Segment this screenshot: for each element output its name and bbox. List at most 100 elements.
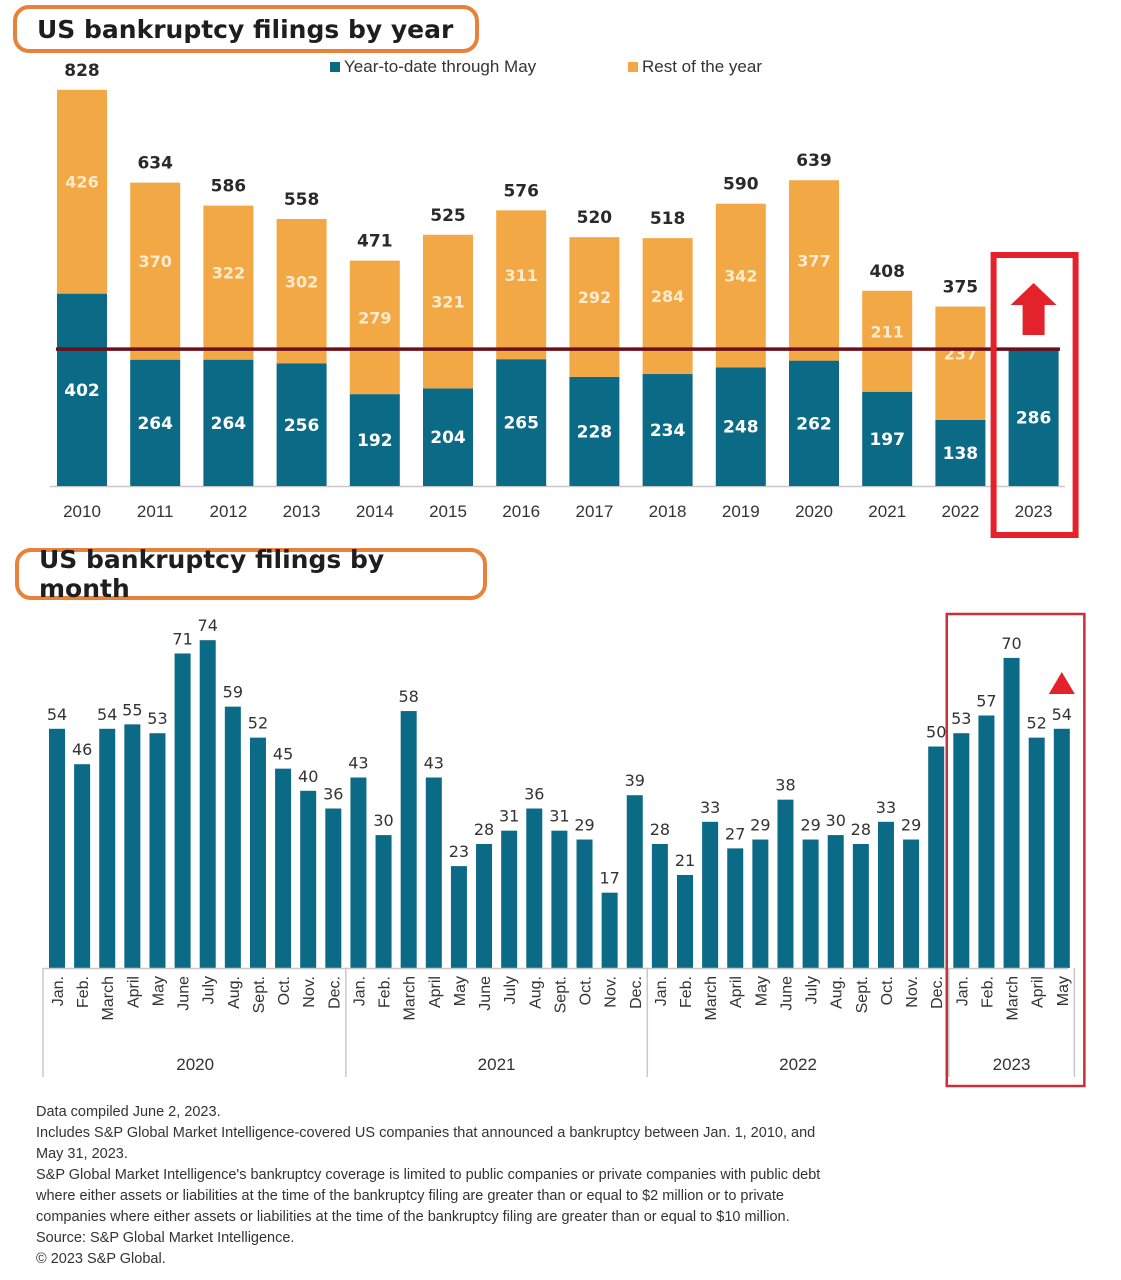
bar-2021-Jan: [350, 777, 367, 968]
bar-label-2020-July: 74: [198, 616, 218, 635]
x-tick-label-2020: 2020: [795, 502, 833, 521]
bar-label-2020-Sept: 52: [248, 714, 268, 733]
bar-label-2023-Feb: 57: [976, 691, 996, 710]
x-tick-label-2022: 2022: [941, 502, 979, 521]
x-tick-label-2020-Sept: Sept.: [251, 976, 268, 1013]
bar-label-ytd-2018: 234: [650, 421, 686, 441]
bar-label-2020-Jan: 54: [47, 705, 67, 724]
bar-ytd-2013: [276, 363, 327, 486]
bar-label-total-2012: 586: [211, 177, 247, 197]
bar-rest-2010: [57, 89, 107, 294]
x-tick-label-2020-July: July: [201, 976, 218, 1004]
bar-label-rest-2013: 302: [285, 272, 318, 291]
bar-rest-2016: [496, 210, 547, 360]
bar-rest-2020: [789, 180, 839, 361]
bar-label-2021-Oct: 29: [574, 816, 594, 835]
footnote-line: Includes S&P Global Market Intelligence-…: [36, 1125, 816, 1141]
bar-label-rest-2017: 292: [578, 288, 611, 307]
legend-swatch-rest: [628, 62, 638, 72]
bar-2021-Oct: [576, 839, 593, 968]
bar-rest-2015: [423, 234, 473, 389]
bar-label-ytd-2015: 204: [430, 428, 466, 448]
x-tick-label-2020-Oct: Oct.: [276, 976, 293, 1005]
bar-2022-April: [727, 848, 744, 968]
bar-label-total-2015: 525: [430, 206, 466, 226]
x-tick-label-2013: 2013: [283, 502, 321, 521]
bar-label-2020-June: 71: [172, 629, 192, 648]
bar-2021-Sept: [551, 830, 568, 968]
legend-swatch-ytd: [330, 62, 340, 72]
highlight-box-2023: [945, 612, 1086, 1088]
bar-2020-July: [199, 640, 216, 968]
monthly-chart-title-text: US bankruptcy filings by month: [39, 545, 385, 603]
bar-2020-Aug: [224, 706, 241, 968]
yearly-chart-title-text: US bankruptcy filings by year: [37, 14, 454, 44]
x-tick-label-2021: 2021: [868, 502, 906, 521]
bar-label-2022-May: 29: [750, 816, 770, 835]
bar-2021-Dec: [626, 795, 643, 968]
bar-label-ytd-2019: 248: [723, 418, 759, 438]
bar-2020-April: [124, 724, 141, 968]
bar-2020-Oct: [275, 768, 292, 968]
bar-2022-May: [752, 839, 769, 968]
bar-2022-Feb: [677, 874, 693, 968]
bar-label-2022-April: 27: [725, 824, 745, 843]
x-tick-label-2018: 2018: [649, 502, 687, 521]
bar-label-2021-May: 23: [449, 842, 469, 861]
legend-item-ytd: Year-to-date through May: [330, 57, 536, 77]
bar-rest-2019: [715, 203, 766, 368]
bar-label-ytd-2011: 264: [137, 414, 173, 434]
bar-2023-May: [1053, 728, 1070, 968]
bar-2022-Sept: [852, 843, 869, 968]
x-tick-label-2020-Nov: Nov.: [301, 976, 318, 1008]
x-tick-label-2022-March: March: [703, 976, 720, 1020]
bar-ytd-2019: [715, 367, 766, 486]
monthly-bar-chart: 54 Jan. 46 Feb. 54 March 55 April 53 May 71 June 74 J…: [42, 612, 1086, 1088]
x-tick-label-2012: 2012: [209, 502, 247, 521]
x-tick-label-2020-Aug: Aug.: [226, 976, 243, 1009]
footnotes: Data compiled June 2, 2023. Includes S&P …: [36, 1102, 1036, 1270]
bar-rest-2011: [130, 182, 181, 360]
x-tick-label-2022-May: May: [753, 976, 770, 1006]
bar-label-total-2010: 828: [64, 61, 100, 81]
x-tick-label-2022-April: April: [728, 976, 745, 1008]
monthly-chart-title: US bankruptcy filings by month: [15, 545, 487, 603]
x-tick-label-2022-Oct: Oct.: [879, 976, 896, 1005]
bar-rest-2013: [276, 218, 327, 364]
bar-2021-July: [501, 830, 518, 968]
x-tick-label-2010: 2010: [63, 502, 101, 521]
bar-2020-Jan: [49, 728, 65, 968]
x-tick-label-2023: 2023: [1015, 502, 1053, 521]
bar-label-ytd-2020: 262: [796, 414, 832, 434]
bar-label-2023-April: 52: [1027, 714, 1047, 733]
bar-label-rest-2016: 311: [504, 266, 537, 285]
bar-ytd-2020: [789, 360, 839, 486]
bar-label-total-2017: 520: [577, 208, 613, 228]
bar-2020-Sept: [249, 737, 266, 968]
bar-label-ytd-2012: 264: [211, 414, 247, 434]
bar-label-2020-March: 54: [97, 705, 117, 724]
x-tick-label-2020-Jan: Jan.: [50, 976, 67, 1006]
bar-ytd-2017: [569, 376, 620, 486]
x-tick-label-2023-April: April: [1030, 976, 1047, 1008]
bar-label-2020-Aug: 59: [223, 683, 243, 702]
x-tick-label-2020-March: March: [100, 976, 117, 1020]
bar-ytd-2016: [496, 359, 547, 486]
bar-2022-Dec: [928, 746, 945, 968]
footnote-line: S&P Global Market Intelligence's bankrup…: [36, 1167, 821, 1183]
bar-label-2022-Nov: 29: [901, 816, 921, 835]
bar-rest-2021: [862, 290, 913, 392]
bar-label-2020-May: 53: [147, 709, 167, 728]
bar-label-2022-Dec: 50: [926, 723, 946, 742]
x-tick-label-2021-Feb: Feb.: [377, 976, 394, 1008]
up-arrow-icon: [1010, 283, 1057, 335]
bar-2022-Aug: [827, 835, 844, 968]
bar-label-2021-Aug: 36: [524, 785, 544, 804]
x-tick-label-2011: 2011: [137, 502, 174, 521]
x-tick-label-2020-June: June: [176, 976, 193, 1011]
yearly-chart-title: US bankruptcy filings by year: [13, 5, 479, 53]
bar-label-ytd-2017: 228: [577, 422, 613, 442]
bar-ytd-2010: [57, 293, 107, 486]
yearly-bar-chart: 402 426 828 2010 264 370 634 2011 264 322 586 2012 2…: [50, 61, 1079, 538]
bar-label-ytd-2022: 138: [943, 444, 979, 464]
